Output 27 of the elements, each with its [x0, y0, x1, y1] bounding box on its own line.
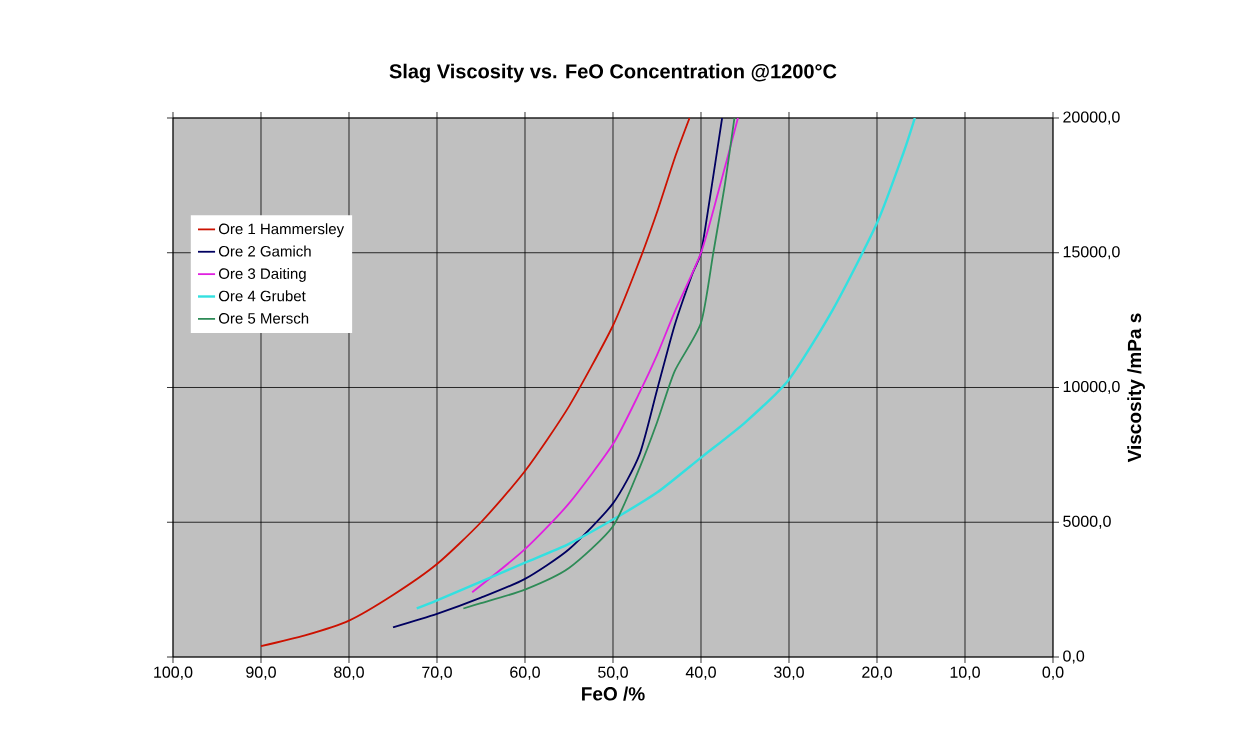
chart-title: Slag Viscosity vs. FeO Concentration @1200°C — [389, 63, 837, 83]
x-tick-label: 100,0 — [154, 666, 193, 680]
legend-label: Ore 4 Grubet — [218, 290, 306, 302]
x-tick-label: 60,0 — [510, 666, 540, 680]
x-tick-label: 0,0 — [1042, 666, 1064, 680]
y-tick-label: 20000,0 — [1063, 111, 1120, 125]
x-tick-label: 30,0 — [774, 666, 804, 680]
x-tick-label: 50,0 — [598, 666, 628, 680]
legend-label: Ore 3 Daiting — [218, 267, 306, 282]
legend-label: Ore 1 Hammersley — [218, 223, 345, 238]
x-tick-label: 10,0 — [950, 666, 980, 680]
x-tick-label: 90,0 — [246, 666, 276, 680]
x-axis-title: FeO /% — [582, 686, 645, 701]
y-tick-label: 5000,0 — [1063, 515, 1111, 529]
line-series — [392, 118, 724, 629]
legend-label: Ore 2 Gamich — [218, 245, 311, 257]
x-tick-label: 80,0 — [334, 666, 364, 680]
y-tick-label: 0,0 — [1063, 650, 1085, 664]
x-tick-label: 70,0 — [422, 666, 452, 680]
line-series — [260, 118, 691, 648]
y-tick-label: 15000,0 — [1063, 246, 1120, 260]
legend-label: Ore 5 Mersch — [218, 312, 309, 324]
line-series — [415, 118, 917, 610]
x-tick-label: 20,0 — [862, 666, 892, 680]
y-tick-label: 10000,0 — [1063, 380, 1120, 395]
y-axis-title: Viscosity /mPa s — [1127, 313, 1145, 463]
x-tick-label: 40,0 — [685, 666, 716, 680]
